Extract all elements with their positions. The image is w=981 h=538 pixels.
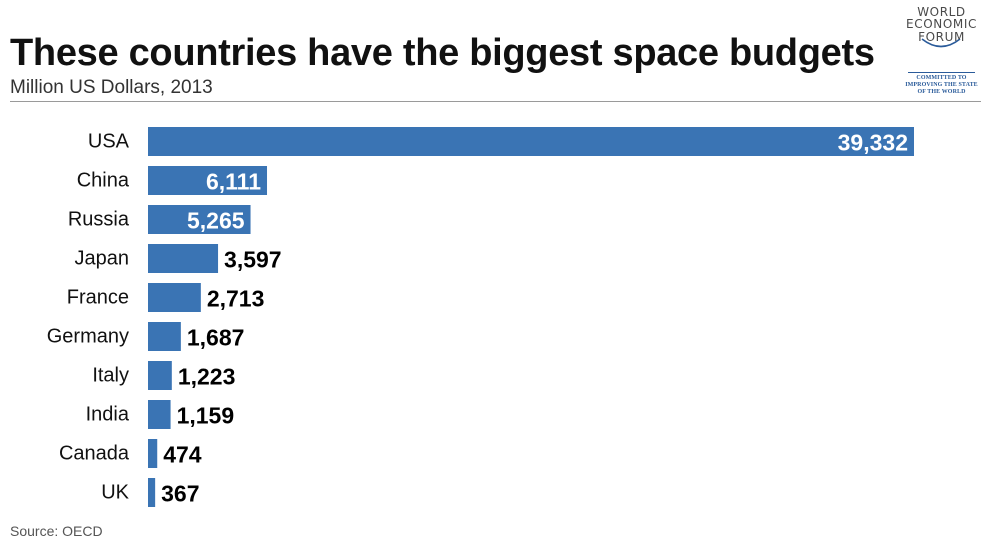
bar-canada	[148, 439, 158, 468]
bar-germany	[148, 322, 181, 351]
bar-japan	[148, 244, 219, 273]
bar-italy	[148, 361, 172, 390]
source-note: Source: OECD	[10, 523, 103, 538]
chart-title: These countries have the biggest space b…	[10, 32, 875, 74]
category-label-canada: Canada	[59, 443, 130, 465]
value-label-usa: 39,332	[838, 130, 908, 156]
bar-uk	[148, 478, 156, 507]
logo-tagline-3: OF THE WORLD	[917, 89, 966, 95]
header-divider	[10, 101, 981, 102]
chart-subtitle: Million US Dollars, 2013	[10, 77, 213, 98]
logo-rule	[908, 72, 975, 73]
value-label-china: 6,111	[206, 169, 261, 195]
logo-line-world: WORLD	[917, 5, 966, 19]
logo-tagline-2: IMPROVING THE STATE	[905, 82, 978, 88]
logo-line-economic: ECONOMIC	[906, 17, 977, 31]
logo-arc-icon	[921, 38, 961, 48]
value-label-france: 2,713	[207, 286, 265, 312]
value-label-germany: 1,687	[187, 325, 245, 351]
category-label-france: France	[67, 287, 129, 309]
category-label-india: India	[86, 404, 130, 426]
bar-russia	[148, 205, 251, 234]
bar-france	[148, 283, 201, 312]
value-label-uk: 367	[161, 481, 199, 507]
category-label-china: China	[77, 170, 130, 192]
category-label-italy: Italy	[92, 365, 129, 387]
bar-china	[148, 166, 268, 195]
value-label-india: 1,159	[177, 403, 235, 429]
category-label-usa: USA	[88, 131, 130, 153]
category-label-japan: Japan	[75, 248, 130, 270]
logo-tagline-1: COMMITTED TO	[916, 75, 967, 81]
value-label-canada: 474	[163, 442, 202, 468]
category-label-uk: UK	[101, 482, 129, 504]
category-label-germany: Germany	[47, 326, 129, 348]
wef-logo: WORLD ECONOMIC FORUM COMMITTED TO IMPROV…	[902, 4, 981, 102]
value-label-japan: 3,597	[224, 247, 282, 273]
value-label-italy: 1,223	[178, 364, 236, 390]
logo-line-forum: FORUM	[918, 30, 965, 44]
bar-chart: USA 39,332 China 6,111 Russia 5,265 Japan 3,597…	[47, 127, 914, 507]
bar-usa	[148, 127, 914, 156]
value-label-russia: 5,265	[187, 208, 245, 234]
bar-india	[148, 400, 171, 429]
category-label-russia: Russia	[68, 209, 130, 231]
